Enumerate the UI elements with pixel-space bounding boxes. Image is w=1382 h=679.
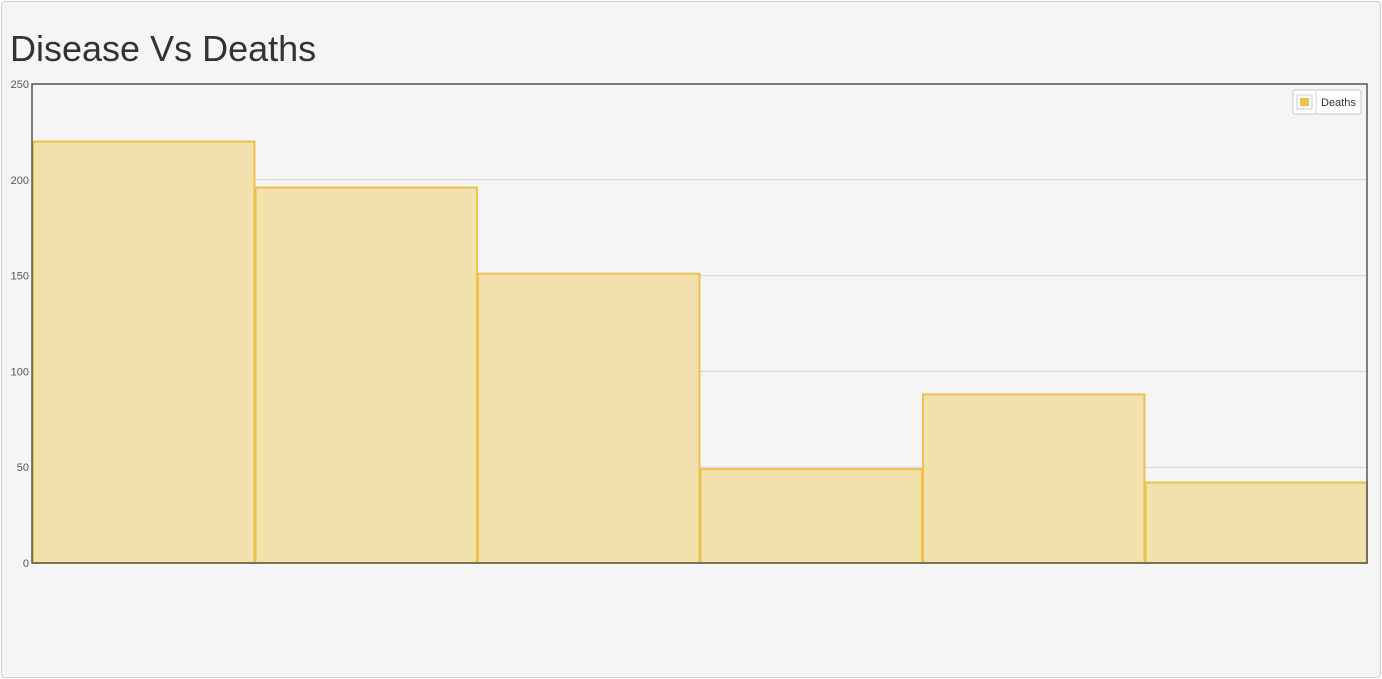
y-tick-label: 100 — [11, 366, 29, 378]
bar[interactable] — [254, 186, 478, 565]
legend[interactable]: Deaths — [1292, 89, 1362, 115]
legend-label-deaths: Deaths — [1321, 97, 1356, 109]
bars — [32, 140, 1368, 565]
bar[interactable] — [922, 393, 1146, 564]
bar[interactable] — [32, 140, 256, 564]
y-tick-label: 50 — [17, 462, 29, 474]
y-tick-label: 0 — [23, 558, 29, 570]
legend-swatch — [1300, 98, 1309, 106]
y-axis-ticks: 0 50 100 150 200 250 — [11, 79, 29, 570]
y-tick-label: 150 — [11, 271, 29, 283]
bar[interactable] — [1144, 481, 1368, 565]
bar[interactable] — [699, 468, 923, 564]
bar[interactable] — [477, 272, 701, 564]
y-tick-label: 250 — [11, 79, 29, 91]
y-tick-label: 200 — [11, 175, 29, 187]
chart-title: Disease Vs Deaths — [10, 28, 317, 69]
plot-frame — [31, 83, 1368, 564]
